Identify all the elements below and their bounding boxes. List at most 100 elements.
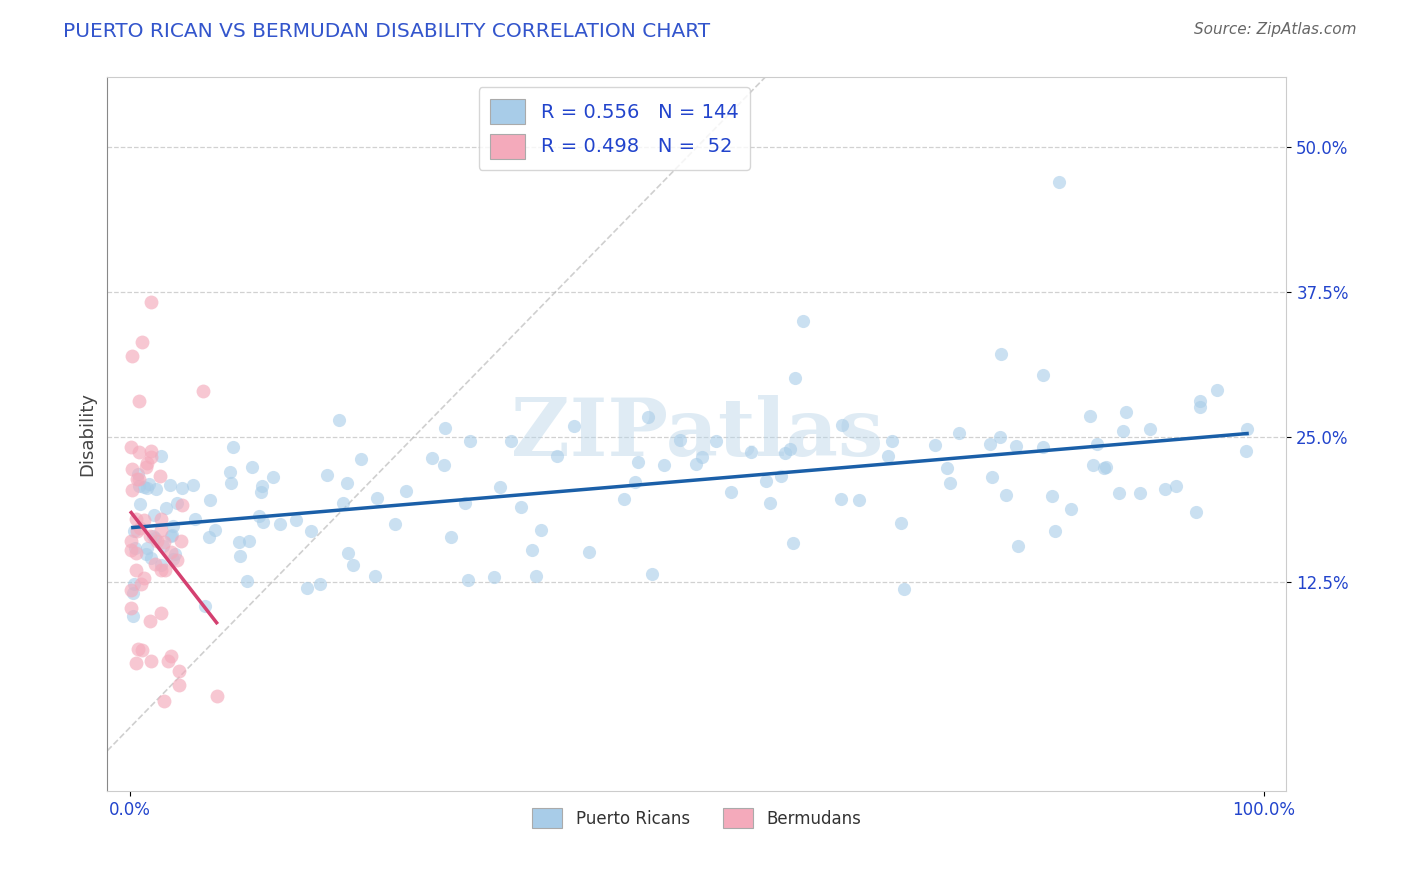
Point xyxy=(166,496,188,510)
Point xyxy=(166,553,188,567)
Point xyxy=(219,465,242,479)
Point xyxy=(250,479,273,493)
Point xyxy=(641,567,664,582)
Point xyxy=(139,295,162,310)
Point xyxy=(162,528,184,542)
Point xyxy=(152,535,174,549)
Legend: Puerto Ricans, Bermudans: Puerto Ricans, Bermudans xyxy=(526,802,868,834)
Point xyxy=(1139,422,1161,436)
Point xyxy=(228,534,250,549)
Point xyxy=(668,434,690,448)
Point xyxy=(127,642,149,657)
Point xyxy=(162,519,184,533)
Point xyxy=(704,434,727,449)
Point xyxy=(198,492,221,507)
Point xyxy=(159,529,181,543)
Point xyxy=(458,434,481,449)
Point xyxy=(191,384,214,398)
Point xyxy=(149,469,172,483)
Point xyxy=(434,421,457,435)
Point xyxy=(134,460,156,475)
Point xyxy=(139,654,162,668)
Point xyxy=(184,511,207,525)
Point xyxy=(1032,440,1054,454)
Point xyxy=(125,546,148,560)
Text: PUERTO RICAN VS BERMUDAN DISABILITY CORRELATION CHART: PUERTO RICAN VS BERMUDAN DISABILITY CORR… xyxy=(63,22,710,41)
Point xyxy=(120,534,142,549)
Point xyxy=(924,438,946,452)
Point xyxy=(142,529,165,543)
Point xyxy=(138,615,160,629)
Point xyxy=(988,430,1011,444)
Point xyxy=(395,483,418,498)
Point xyxy=(127,467,149,481)
Point xyxy=(129,521,152,535)
Point xyxy=(172,481,194,495)
Point xyxy=(637,409,659,424)
Point xyxy=(167,665,190,679)
Point xyxy=(1115,405,1137,419)
Point xyxy=(1081,458,1104,473)
Point xyxy=(454,496,477,510)
Point xyxy=(939,475,962,490)
Point xyxy=(229,549,252,563)
Point xyxy=(578,545,600,559)
Point xyxy=(159,544,181,558)
Point xyxy=(128,393,150,408)
Point xyxy=(197,530,219,544)
Point xyxy=(520,542,543,557)
Point xyxy=(249,485,271,500)
Point xyxy=(128,472,150,486)
Point xyxy=(121,461,143,475)
Point xyxy=(139,444,162,458)
Point xyxy=(129,497,152,511)
Point xyxy=(240,459,263,474)
Point xyxy=(153,563,176,577)
Point xyxy=(132,571,155,585)
Point xyxy=(980,469,1002,483)
Point xyxy=(155,501,177,516)
Point xyxy=(135,481,157,495)
Point xyxy=(740,444,762,458)
Point xyxy=(139,551,162,566)
Point xyxy=(121,586,143,600)
Point xyxy=(163,548,186,562)
Point xyxy=(364,568,387,582)
Point xyxy=(1205,383,1227,397)
Point xyxy=(936,461,959,475)
Point xyxy=(366,491,388,506)
Point xyxy=(143,531,166,545)
Point xyxy=(149,558,172,572)
Point xyxy=(848,492,870,507)
Point xyxy=(238,534,260,549)
Point xyxy=(122,524,145,538)
Point xyxy=(162,552,184,566)
Point xyxy=(690,450,713,464)
Point xyxy=(252,515,274,529)
Point xyxy=(1032,368,1054,383)
Point xyxy=(160,648,183,663)
Point xyxy=(128,479,150,493)
Point xyxy=(1112,424,1135,438)
Point xyxy=(979,436,1001,450)
Point xyxy=(121,349,143,363)
Point xyxy=(149,449,172,463)
Point xyxy=(181,478,204,492)
Point xyxy=(546,449,568,463)
Point xyxy=(1092,460,1115,475)
Point xyxy=(299,524,322,538)
Point xyxy=(792,314,814,328)
Point xyxy=(755,474,778,488)
Point xyxy=(509,500,531,515)
Point xyxy=(315,468,337,483)
Point xyxy=(995,488,1018,502)
Point xyxy=(125,656,148,670)
Point xyxy=(336,546,359,560)
Point xyxy=(120,600,142,615)
Point xyxy=(122,577,145,591)
Point xyxy=(1185,505,1208,519)
Point xyxy=(170,498,193,512)
Point xyxy=(831,417,853,432)
Point xyxy=(1129,486,1152,500)
Point xyxy=(613,491,636,506)
